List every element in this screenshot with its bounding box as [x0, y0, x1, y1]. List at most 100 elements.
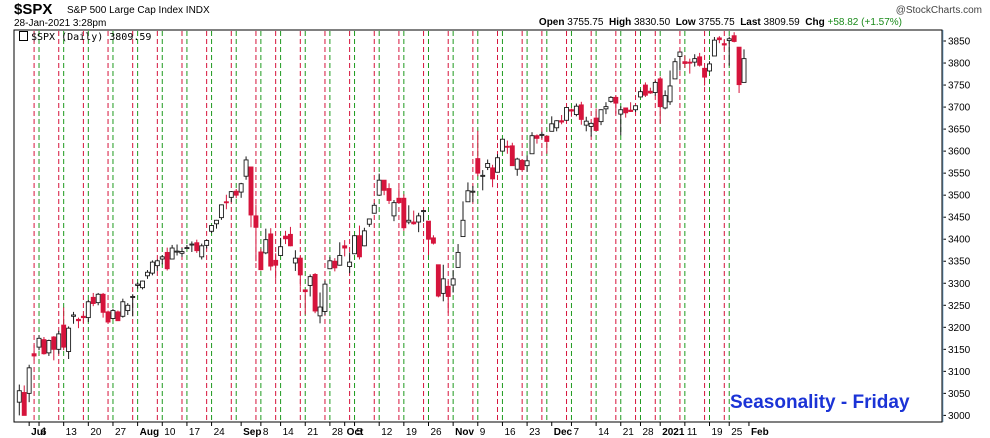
candle: [657, 76, 663, 124]
candle: [509, 142, 515, 167]
candle: [307, 274, 313, 297]
x-tick-label: 13: [66, 427, 78, 438]
candle-body: [569, 109, 574, 112]
candle: [578, 101, 584, 125]
candle: [80, 314, 86, 323]
candle-body: [194, 242, 200, 252]
candle-body: [519, 159, 525, 171]
candle-body: [613, 96, 619, 104]
candle: [258, 248, 264, 271]
ticker-symbol: $SPX: [14, 1, 53, 18]
candle: [421, 210, 427, 222]
candle-body: [593, 117, 599, 131]
candle-body: [169, 247, 175, 260]
x-tick-label: 28: [642, 427, 654, 438]
candle-body: [66, 327, 72, 352]
candle: [716, 36, 722, 44]
x-tick-label: Feb: [751, 427, 769, 438]
candle: [204, 239, 210, 249]
candle-body: [504, 145, 510, 148]
x-tick-label: Aug: [140, 427, 159, 438]
x-tick-label: Oct: [347, 427, 364, 438]
candle-body: [633, 105, 638, 111]
candle: [105, 310, 111, 323]
candle: [228, 191, 234, 203]
candle-body: [677, 51, 683, 57]
y-tick-label: 3500: [948, 191, 971, 202]
candle: [455, 244, 461, 268]
x-tick-label: 19: [712, 427, 724, 438]
candle-body: [470, 190, 476, 193]
candle-body: [233, 190, 239, 196]
candle: [194, 239, 200, 253]
candle-body: [697, 56, 703, 66]
candle: [559, 115, 565, 125]
candle: [115, 310, 121, 322]
candle-body: [692, 58, 698, 63]
candle-body: [263, 239, 269, 254]
candle: [677, 51, 683, 71]
candle-body: [120, 301, 126, 317]
candle-body: [559, 120, 565, 123]
x-tick-label: 23: [529, 427, 541, 438]
x-tick-label: 25: [731, 427, 743, 438]
x-tick-label: Dec: [554, 427, 573, 438]
candle: [490, 164, 496, 188]
candle-body: [371, 204, 377, 214]
candle: [36, 335, 42, 351]
candle: [514, 157, 520, 176]
candle-body: [638, 91, 643, 98]
candle-body: [317, 306, 323, 317]
candle: [534, 134, 540, 144]
y-tick-label: 3350: [948, 257, 971, 268]
candle: [243, 156, 249, 180]
candle-body: [499, 138, 505, 152]
candle-body: [603, 106, 609, 110]
candle-body: [381, 179, 387, 191]
candle-body: [480, 174, 486, 177]
candle: [263, 228, 269, 255]
candle: [56, 330, 62, 354]
candle: [66, 326, 72, 360]
candle: [569, 108, 574, 117]
candle-body: [672, 61, 678, 80]
candle: [495, 154, 500, 173]
candle-body: [347, 261, 353, 267]
candle: [470, 185, 476, 203]
candle-body: [100, 293, 106, 313]
candle-body: [386, 188, 392, 201]
candle-body: [726, 38, 732, 42]
candle-body: [312, 273, 318, 312]
x-tick-label: 6: [41, 427, 47, 438]
candle: [598, 109, 604, 126]
candle: [140, 280, 146, 290]
x-tick-label: 27: [115, 427, 127, 438]
candle: [549, 116, 555, 132]
candle-body: [61, 324, 67, 348]
candle-body: [391, 202, 397, 217]
candle: [223, 194, 229, 210]
x-tick-label: 17: [189, 427, 201, 438]
candle: [450, 270, 456, 293]
y-tick-label: 3450: [948, 213, 971, 224]
candle-body: [145, 271, 150, 277]
candle: [120, 298, 126, 318]
candle-body: [662, 95, 668, 109]
candle: [642, 82, 648, 97]
x-tick-label: 14: [598, 427, 610, 438]
candle: [95, 292, 101, 306]
candle-body: [174, 250, 180, 253]
candle: [366, 218, 372, 227]
x-tick-label: Nov: [455, 427, 474, 438]
candle: [292, 250, 298, 271]
candle: [416, 212, 422, 233]
candle-body: [618, 109, 624, 115]
candle-body: [228, 191, 234, 198]
candle: [154, 259, 160, 271]
candle: [726, 36, 732, 66]
candle: [248, 166, 254, 228]
candle-body: [204, 240, 210, 246]
candle-swatch-icon: [19, 31, 28, 41]
